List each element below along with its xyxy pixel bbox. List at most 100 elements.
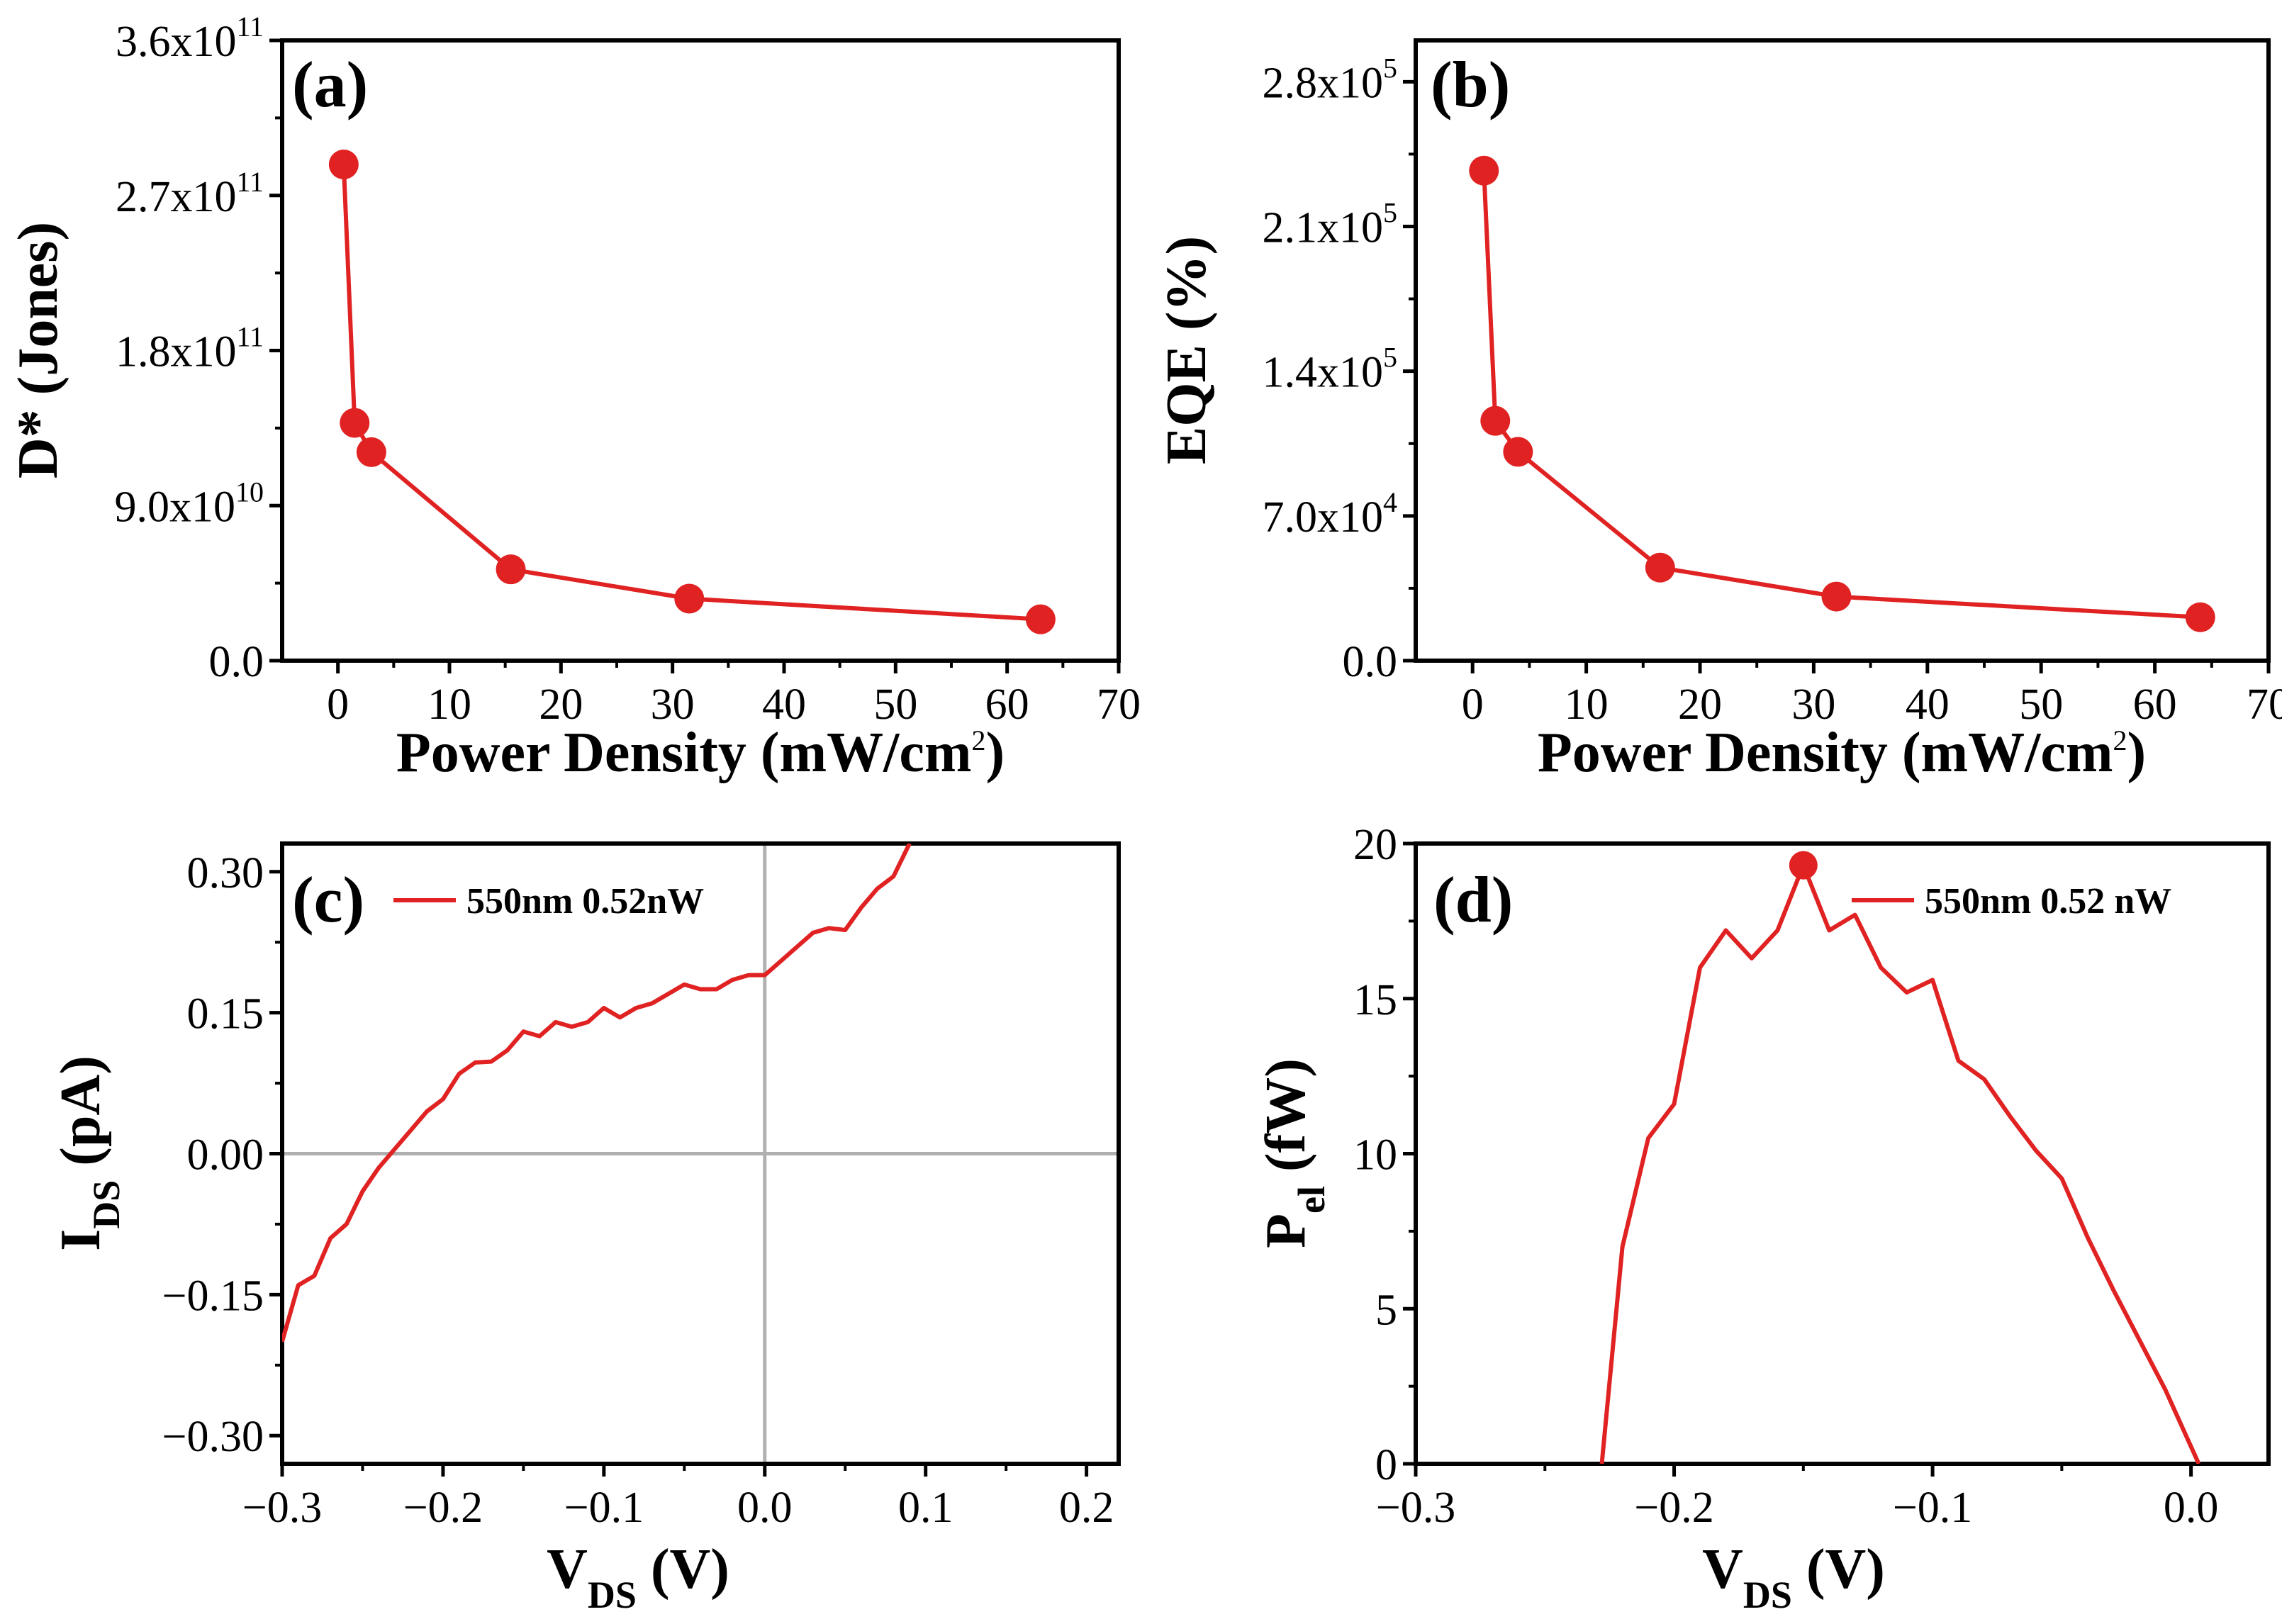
- x-tick-label: 20: [539, 681, 583, 729]
- data-point: [328, 150, 359, 179]
- x-tick-label: 10: [1565, 681, 1609, 729]
- data-point: [1025, 604, 1056, 634]
- x-tick-label: −0.1: [1893, 1484, 1972, 1532]
- x-tick-label: 0: [327, 681, 349, 729]
- x-tick-label: 40: [1906, 681, 1950, 729]
- panel-b: 0 10 20 30 40 50 60 700.07.0x1041.4x1052.1x1052…: [1156, 38, 2282, 784]
- y-tick-label: 0: [1375, 1441, 1397, 1489]
- y-tick-label: −0.15: [162, 1272, 264, 1320]
- y-tick-exponent: 4: [1383, 486, 1397, 518]
- y-tick-label: 0.0: [1343, 638, 1398, 686]
- y-tick-mantissa: 2.8x10: [1263, 59, 1384, 107]
- data-point: [1480, 405, 1511, 436]
- axes-frame: [1414, 38, 2271, 663]
- y-tick-mantissa: 15: [1353, 976, 1397, 1024]
- y-tick-mantissa: −0.15: [162, 1272, 264, 1320]
- data-point: [1469, 155, 1499, 186]
- series-line: [1482, 170, 2200, 620]
- x-tick-label: 0.2: [1059, 1484, 1114, 1532]
- panel-label: (a): [292, 48, 368, 121]
- panel-label: (d): [1433, 863, 1513, 936]
- y-tick-label: 0.15: [187, 990, 264, 1038]
- y-tick-label: 9.0x1010: [115, 476, 264, 531]
- legend-label: 550nm 0.52 nW: [1925, 881, 2171, 922]
- x-axis-title: Power Density (mW/cm2): [396, 722, 1005, 784]
- y-tick-mantissa: −0.30: [162, 1413, 264, 1461]
- y-axis-title-subscript: el: [1290, 1186, 1333, 1214]
- x-tick-label: 40: [762, 681, 806, 729]
- y-tick-exponent: 11: [236, 11, 264, 43]
- series-line: [1599, 863, 2201, 1464]
- panel-label: (c): [292, 863, 364, 936]
- y-tick-label: 7.0x104: [1263, 486, 1398, 542]
- x-axis-title-main: Power Density (mW/cm: [396, 722, 972, 784]
- x-axis-title: Power Density (mW/cm2): [1538, 722, 2146, 784]
- y-tick-mantissa: 0.0: [209, 638, 264, 686]
- y-axis-title: Pel (fW): [1255, 1058, 1333, 1248]
- x-tick-label: 30: [1791, 681, 1835, 729]
- y-tick-label: 1.8x1011: [116, 321, 264, 376]
- x-tick-label: −0.1: [564, 1484, 644, 1532]
- x-tick-label: −0.3: [242, 1484, 322, 1532]
- y-tick-mantissa: 0: [1375, 1441, 1397, 1489]
- panel-label: (b): [1431, 48, 1510, 121]
- y-axis-title-subscript: DS: [85, 1180, 128, 1229]
- x-axis-title-superscript: 2: [2113, 724, 2127, 756]
- y-axis-title: EQE (%): [1156, 236, 1218, 464]
- y-tick-label: 20: [1353, 821, 1397, 869]
- y-tick-mantissa: 5: [1375, 1286, 1397, 1334]
- x-tick-label: 50: [2019, 681, 2063, 729]
- y-axis-title-end: (pA): [50, 1055, 112, 1180]
- peak-marker: [1789, 851, 1818, 880]
- y-tick-exponent: 11: [236, 166, 264, 198]
- y-tick-label: 2.1x105: [1263, 197, 1398, 252]
- y-tick-label: 2.7x1011: [116, 166, 264, 221]
- axes-frame: [280, 38, 1121, 663]
- y-axis-title: IDS (pA): [50, 1055, 128, 1251]
- y-tick-mantissa: 1.8x10: [116, 328, 237, 376]
- y-axis-title-end: (fW): [1255, 1058, 1317, 1186]
- y-tick-mantissa: 0.00: [187, 1131, 264, 1180]
- y-tick-mantissa: 0.15: [187, 990, 264, 1038]
- axes-frame: [1414, 841, 2271, 1466]
- y-tick-mantissa: 0.30: [187, 849, 264, 897]
- data-point: [340, 408, 370, 438]
- y-tick-exponent: 5: [1383, 197, 1397, 229]
- x-tick-label: 20: [1678, 681, 1722, 729]
- x-axis-title-superscript: 2: [972, 724, 986, 756]
- x-tick-label: 30: [651, 681, 695, 729]
- y-tick-mantissa: 9.0x10: [115, 483, 236, 531]
- y-tick-label: 3.6x1011: [116, 11, 264, 66]
- y-tick-mantissa: 2.1x10: [1263, 204, 1384, 252]
- data-point: [674, 583, 705, 614]
- y-axis-title-main: P: [1255, 1214, 1317, 1248]
- y-tick-label: 2.8x105: [1263, 52, 1398, 107]
- x-tick-label: 70: [1097, 681, 1141, 729]
- data-point: [356, 437, 386, 467]
- x-axis-title-end: (V): [637, 1538, 729, 1601]
- x-tick-label: 0.1: [898, 1484, 953, 1532]
- y-tick-mantissa: 1.4x10: [1263, 349, 1384, 397]
- data-point: [2185, 602, 2215, 632]
- x-axis-title-end: ): [2127, 722, 2147, 784]
- x-axis-title-main: V: [547, 1538, 588, 1601]
- x-tick-label: −0.3: [1376, 1484, 1455, 1532]
- data-point: [1645, 552, 1675, 583]
- x-axis-title-main: Power Density (mW/cm: [1538, 722, 2113, 784]
- x-axis-title-subscript: DS: [1743, 1574, 1792, 1616]
- x-tick-label: 50: [873, 681, 917, 729]
- y-tick-label: 0.0: [209, 638, 264, 686]
- x-tick-label: 10: [427, 681, 471, 729]
- y-tick-label: 10: [1353, 1131, 1397, 1180]
- data-point: [1821, 581, 1852, 612]
- x-axis-title: VDS (V): [1702, 1538, 1885, 1616]
- y-tick-mantissa: 10: [1353, 1131, 1397, 1180]
- series-line: [341, 164, 1041, 622]
- y-tick-label: −0.30: [162, 1413, 264, 1461]
- x-tick-label: 0: [1462, 681, 1484, 729]
- y-tick-mantissa: 0.0: [1343, 638, 1398, 686]
- data-point: [496, 554, 526, 585]
- x-tick-label: −0.2: [403, 1484, 483, 1532]
- series-line: [282, 844, 912, 1343]
